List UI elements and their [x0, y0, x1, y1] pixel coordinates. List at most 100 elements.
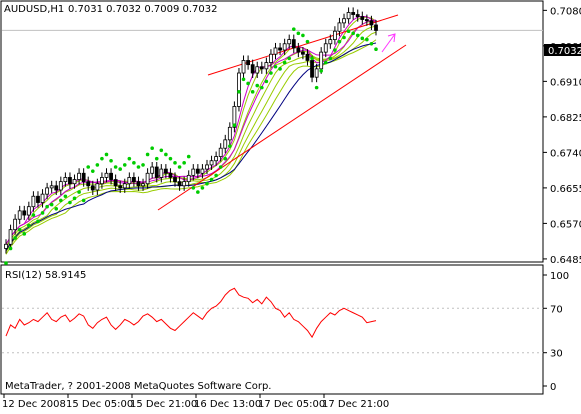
- candle-body: [337, 22, 342, 32]
- lower-trendline: [157, 44, 407, 211]
- candle-body: [17, 210, 22, 220]
- time-axis-label: 16 Dec 13:00: [194, 399, 261, 410]
- candle-body: [168, 172, 173, 178]
- candle-body: [159, 168, 164, 178]
- candle-body: [95, 183, 100, 191]
- sar-dot: [296, 31, 301, 36]
- sar-dot: [63, 194, 68, 199]
- grid-layer: [2, 29, 543, 354]
- sar-dot: [122, 163, 127, 167]
- sar-dot: [196, 190, 200, 194]
- candle-body: [118, 185, 123, 189]
- candle-body: [4, 243, 8, 249]
- trendlines-layer[interactable]: [157, 14, 407, 211]
- candle-body: [49, 185, 54, 189]
- sar-dot: [246, 81, 250, 86]
- candle-body: [250, 64, 255, 74]
- sar-dot: [68, 200, 72, 205]
- candle-body: [369, 20, 374, 26]
- candle-body: [223, 139, 228, 149]
- sar-dot: [36, 219, 40, 224]
- sar-dot: [301, 33, 305, 38]
- sar-dot: [17, 227, 22, 232]
- candle-body: [232, 106, 237, 128]
- copyright-text: MetaTrader, ? 2001-2008 MetaQuotes Softw…: [5, 381, 271, 392]
- sar-dot: [90, 169, 95, 173]
- candle-body: [241, 60, 246, 74]
- axis-layer: 0.70800.69950.69100.68250.67400.66550.65…: [2, 6, 581, 410]
- rsi-axis-label: 30: [550, 349, 563, 360]
- price-panel-frame: [0, 0, 544, 263]
- candle-body: [122, 183, 127, 189]
- candle-body: [177, 181, 182, 187]
- time-axis-label: 17 Dec 05:00: [258, 399, 325, 410]
- sar-dot: [168, 156, 173, 161]
- ma-blue-line: [5, 42, 377, 251]
- sar-dot: [27, 223, 31, 228]
- candle-body: [264, 62, 269, 70]
- sar-dot: [328, 56, 333, 61]
- sar-dot: [255, 83, 260, 88]
- candle-body: [209, 160, 214, 166]
- sar-dot: [132, 161, 136, 165]
- candle-body: [22, 210, 27, 216]
- sar-dot: [72, 196, 77, 201]
- candle-body: [8, 229, 13, 245]
- candle-body: [68, 177, 72, 185]
- rsi-panel-frame: [0, 264, 544, 395]
- sar-dot: [269, 71, 273, 75]
- sar-dot: [127, 156, 132, 161]
- time-axis-label: 15 Dec 05:00: [66, 399, 133, 410]
- candle-body: [255, 66, 260, 74]
- candle-body: [63, 177, 68, 183]
- candle-body: [323, 43, 328, 53]
- candle-body: [86, 181, 91, 187]
- sar-dot: [223, 156, 228, 161]
- sar-dot: [214, 173, 218, 178]
- sar-dot: [104, 152, 109, 157]
- sar-dot: [218, 165, 223, 169]
- sar-dot: [77, 190, 81, 194]
- candle-body: [360, 16, 365, 20]
- candle-body: [132, 177, 136, 183]
- candle-body: [200, 168, 205, 174]
- sar-dot: [159, 148, 164, 153]
- candle-body: [141, 183, 145, 187]
- candle-body: [195, 168, 200, 174]
- sar-dot: [310, 56, 314, 61]
- price-axis-label: 0.6485: [550, 255, 581, 266]
- price-axis-label: 0.6825: [550, 113, 581, 124]
- sar-dot: [54, 206, 59, 211]
- sar-dot: [323, 60, 328, 65]
- sar-dot: [40, 211, 45, 215]
- ma-yellowgreen-line: [5, 25, 377, 250]
- sar-dot: [337, 39, 342, 44]
- rsi-line: [5, 287, 377, 339]
- candle-body: [191, 168, 196, 176]
- candle-body: [346, 12, 351, 20]
- candle-body: [182, 181, 187, 187]
- candle-body: [364, 19, 369, 22]
- sar-dot: [250, 90, 255, 94]
- sar-dot: [232, 123, 237, 128]
- direction-arrow: [381, 33, 396, 53]
- moving-averages-layer: [5, 15, 377, 255]
- candle-body: [355, 14, 360, 18]
- candle-body: [227, 126, 232, 141]
- candle-body: [269, 53, 273, 63]
- time-axis-label: 12 Dec 2008: [2, 399, 66, 410]
- sar-dot: [260, 85, 264, 90]
- ohlc-header: 0.7031 0.7032 0.7009 0.7032: [68, 4, 218, 15]
- sar-dot: [305, 39, 310, 44]
- sar-dot: [86, 165, 91, 169]
- time-axis-label: 15 Dec 21:00: [130, 399, 197, 410]
- sar-dot: [81, 198, 86, 203]
- rsi-axis-label: 70: [550, 304, 563, 315]
- candle-body: [104, 172, 109, 178]
- candle-body: [136, 181, 141, 187]
- sar-dot: [282, 60, 287, 65]
- sar-dot: [205, 181, 209, 186]
